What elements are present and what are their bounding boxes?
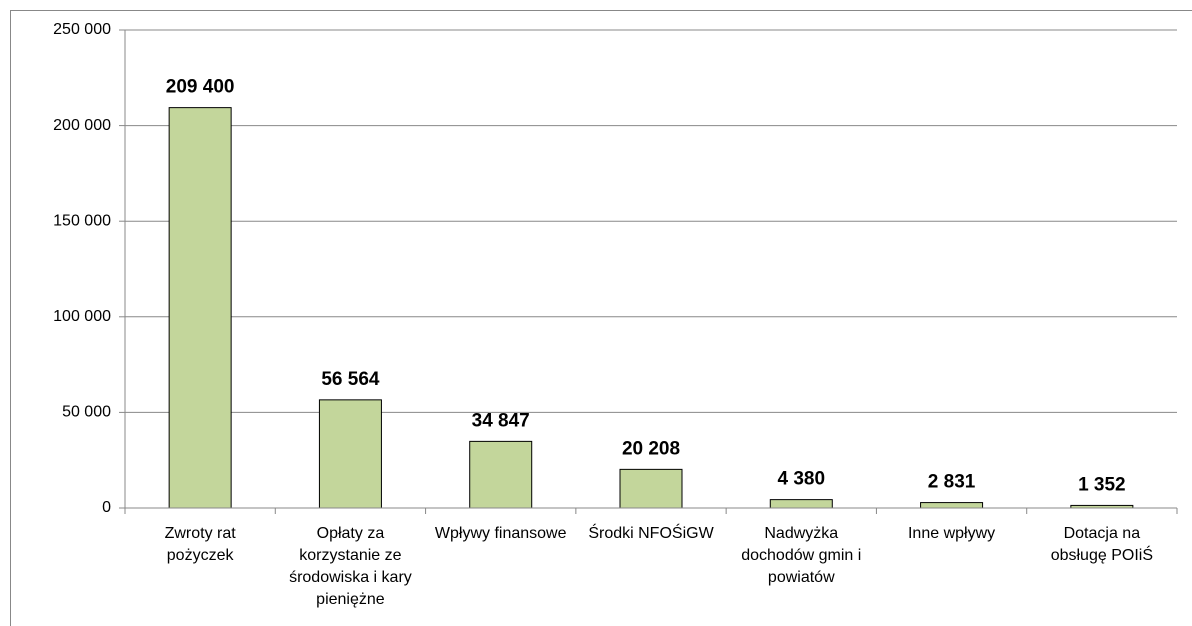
- y-tick-label: 200 000: [53, 117, 111, 134]
- y-tick-label: 250 000: [53, 21, 111, 38]
- x-tick-label: Środki NFOŚiGW: [588, 525, 714, 542]
- bar: [318, 399, 382, 509]
- bar: [920, 502, 984, 509]
- chart-frame: [10, 10, 1192, 626]
- value-label: 4 380: [778, 469, 826, 490]
- bar: [469, 440, 533, 509]
- bar: [168, 107, 232, 509]
- value-label: 209 400: [166, 77, 235, 98]
- x-tick-label: Zwroty rat pożyczek: [164, 525, 236, 564]
- x-tick-label: Dotacja na obsługę POIiŚ: [1050, 525, 1153, 564]
- y-tick-label: 150 000: [53, 212, 111, 229]
- value-label: 2 831: [928, 472, 976, 493]
- y-tick-label: 100 000: [53, 308, 111, 325]
- bar: [619, 468, 683, 509]
- value-label: 34 847: [472, 410, 530, 431]
- x-tick-label: Opłaty za korzystanie ze środowiska i ka…: [289, 525, 412, 608]
- x-tick-label: Nadwyżka dochodów gmin i powiatów: [741, 525, 862, 586]
- value-label: 20 208: [622, 438, 680, 459]
- x-tick-label: Inne wpływy: [907, 525, 996, 542]
- value-label: 56 564: [321, 369, 380, 390]
- x-tick-label: Wpływy finansowe: [434, 525, 567, 542]
- y-tick-label: 0: [102, 499, 111, 516]
- value-label: 1 352: [1078, 474, 1126, 495]
- y-tick-label: 50 000: [62, 404, 111, 421]
- bar: [769, 499, 833, 509]
